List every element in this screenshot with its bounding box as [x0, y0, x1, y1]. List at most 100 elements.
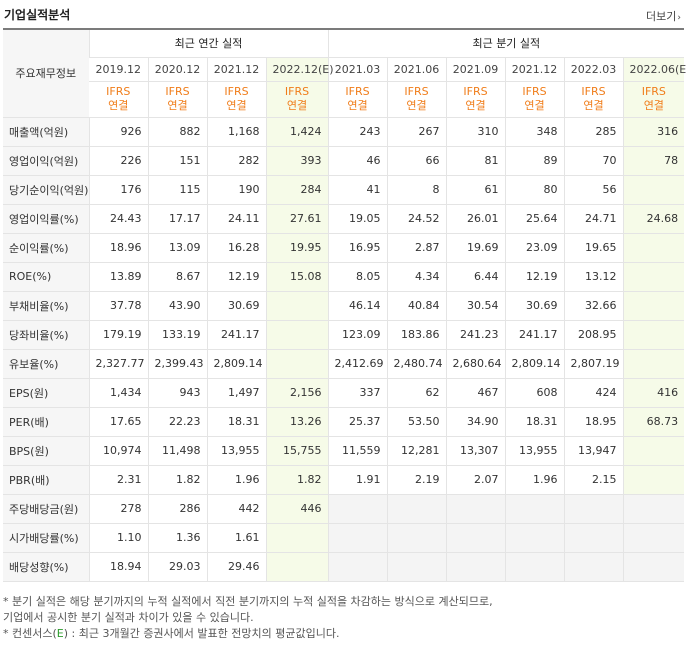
table-row: 순이익률(%) 18.96 13.09 16.28 19.95 16.95 2.87 19.6…	[3, 233, 685, 263]
ifrs-line-1: IFRS	[522, 85, 547, 98]
period-header: 2021.03	[327, 57, 388, 82]
quarter-cell	[563, 493, 624, 524]
table-row: ROE(%) 13.89 8.67 12.19 15.08 8.05 4.34 6.44 12.…	[3, 262, 685, 292]
quarter-cell	[386, 552, 447, 582]
row-label: 부채비율(%)	[3, 290, 89, 321]
ifrs-line-2: 연결	[524, 99, 545, 112]
quarter-cell	[504, 493, 565, 524]
quarter-cell	[563, 523, 624, 553]
row-label: 배당성향(%)	[3, 552, 89, 582]
quarter-cell: 62	[386, 377, 447, 408]
annual-cell: 16.28	[206, 233, 266, 263]
quarter-cell: 11,559	[327, 436, 388, 466]
footnotes: * 분기 실적은 해당 분기까지의 누적 실적에서 직전 분기까지의 누적 실적…	[3, 594, 684, 642]
row-label: BPS(원)	[3, 436, 89, 466]
quarter-cell: 6.44	[445, 262, 506, 292]
quarter-cell	[563, 552, 624, 582]
table-row: EPS(원) 1,434 943 1,497 2,156 337 62 467 608 424 41…	[3, 377, 685, 408]
annual-cell: 1,497	[206, 377, 266, 408]
quarter-cell: 24.71	[563, 203, 624, 234]
quarter-cell: 2,680.64	[445, 349, 506, 379]
quarter-cell: 34.90	[445, 407, 506, 437]
quarter-cell: 16.95	[327, 233, 388, 263]
annual-cell: 19.95	[265, 233, 329, 263]
chevron-right-icon[interactable]: ›	[677, 13, 681, 23]
quarter-cell: 1.91	[327, 465, 388, 495]
quarter-cell: 80	[504, 175, 565, 205]
more-link[interactable]: 더보기›	[646, 8, 681, 24]
ifrs-line-1: IFRS	[581, 85, 606, 98]
quarter-cell	[504, 523, 565, 553]
row-label: 매출액(억원)	[3, 117, 89, 147]
ifrs-line-1: IFRS	[345, 85, 370, 98]
quarter-cell	[445, 493, 506, 524]
quarter-cell: 24.52	[386, 203, 447, 234]
annual-cell: 882	[147, 117, 207, 147]
ifrs-label: IFRS 연결	[563, 81, 624, 118]
quarter-cell: 19.69	[445, 233, 506, 263]
table-row: 부채비율(%) 37.78 43.90 30.69 46.14 40.84 30.54 30.…	[3, 290, 685, 321]
quarter-cell	[445, 523, 506, 553]
quarter-cell: 53.50	[386, 407, 447, 437]
annual-cell: 1,434	[88, 377, 148, 408]
quarter-cell: 208.95	[563, 320, 624, 350]
annual-cell: 15,755	[265, 436, 329, 466]
quarter-cell: 2,480.74	[386, 349, 447, 379]
ifrs-row: IFRS 연결 IFRS 연결 IFRS 연결 IFRS 연결 IFRS 연결 IFRS 연결 IFRS…	[3, 81, 685, 118]
ifrs-line-2: 연결	[465, 99, 486, 112]
quarter-cell: 13,307	[445, 436, 506, 466]
row-label: PER(배)	[3, 407, 89, 437]
annual-cell: 241.17	[206, 320, 266, 350]
quarter-cell: 2.15	[563, 465, 624, 495]
section-header: 기업실적분석 더보기›	[0, 0, 687, 28]
ifrs-label: IFRS 연결	[622, 81, 685, 118]
more-label[interactable]: 더보기	[646, 10, 677, 23]
row-label: 주당배당금(원)	[3, 493, 89, 524]
annual-cell	[265, 349, 329, 379]
annual-cell: 1.82	[265, 465, 329, 495]
annual-cell: 11,498	[147, 436, 207, 466]
row-label: 당기순이익(억원)	[3, 175, 89, 205]
period-header: 2022.03	[563, 57, 624, 82]
quarter-cell: 41	[327, 175, 388, 205]
annual-cell: 179.19	[88, 320, 148, 350]
ifrs-line-1: IFRS	[284, 85, 310, 98]
period-header: 2019.12	[89, 57, 148, 82]
row-label: ROE(%)	[3, 262, 89, 292]
annual-cell: 30.69	[206, 290, 266, 321]
quarter-cell: 416	[622, 377, 685, 408]
annual-cell: 1,168	[206, 117, 266, 147]
annual-cell: 43.90	[147, 290, 207, 321]
ifrs-label: IFRS 연결	[386, 81, 447, 118]
quarter-cell: 30.69	[504, 290, 565, 321]
ifrs-label: IFRS 연결	[206, 81, 266, 118]
quarter-cell	[622, 493, 685, 524]
quarter-cell: 183.86	[386, 320, 447, 350]
table-row: 주당배당금(원) 278 286 442 446	[3, 493, 685, 524]
period-header: 2021.12	[504, 57, 565, 82]
annual-cell: 24.43	[88, 203, 148, 234]
quarter-cell: 2,809.14	[504, 349, 565, 379]
quarter-cell: 70	[563, 146, 624, 176]
annual-cell: 286	[147, 493, 207, 524]
ifrs-line-2: 연결	[108, 99, 129, 112]
annual-cell: 22.23	[147, 407, 207, 437]
quarter-cell: 32.66	[563, 290, 624, 321]
quarter-cell	[622, 523, 685, 553]
quarter-cell: 23.09	[504, 233, 565, 263]
annual-cell: 18.94	[88, 552, 148, 582]
consensus-e-mark: E	[56, 627, 64, 640]
row-label: 순이익률(%)	[3, 233, 89, 263]
quarter-cell	[622, 290, 685, 321]
table-row: 시가배당률(%) 1.10 1.36 1.61	[3, 523, 685, 553]
quarter-cell: 18.31	[504, 407, 565, 437]
note-line-1: * 분기 실적은 해당 분기까지의 누적 실적에서 직전 분기까지의 누적 실적…	[3, 595, 493, 608]
annual-cell: 2,809.14	[206, 349, 266, 379]
table-row: 당기순이익(억원) 176 115 190 284 41 8 61 80 56	[3, 175, 685, 205]
quarter-cell: 608	[504, 377, 565, 408]
quarter-cell	[327, 552, 388, 582]
quarter-cell	[622, 465, 685, 495]
ifrs-line-1: IFRS	[106, 85, 131, 98]
note-line-3: * 컨센서스(E) : 최근 3개월간 증권사에서 발표한 전망치의 평균값입니…	[3, 626, 684, 642]
quarter-cell	[386, 493, 447, 524]
